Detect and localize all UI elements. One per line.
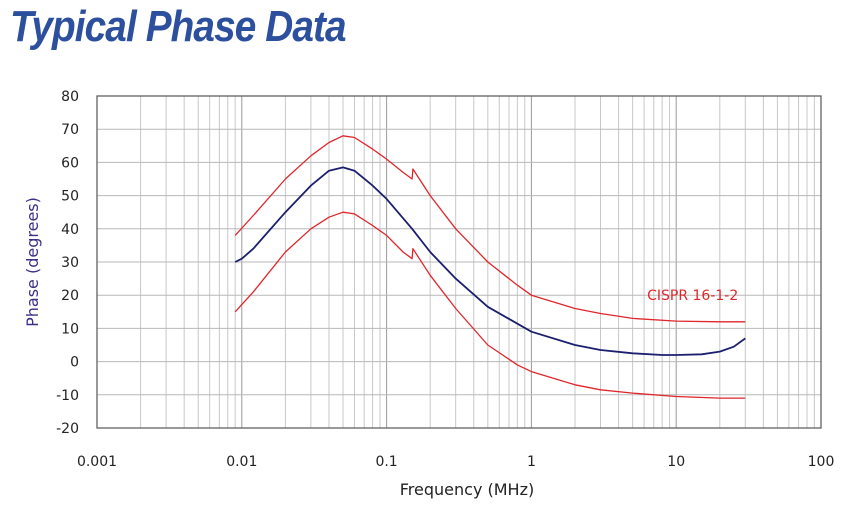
series-group xyxy=(234,135,746,399)
y-tick-label: -10 xyxy=(56,388,79,404)
y-tick-label: 20 xyxy=(61,288,79,304)
y-tick-label: 40 xyxy=(61,222,79,238)
x-tick-label: 0.1 xyxy=(375,454,397,470)
y-tick-label: 50 xyxy=(61,189,79,205)
y-tick-label: 70 xyxy=(61,122,79,138)
annotation-label: CISPR 16-1-2 xyxy=(647,288,738,304)
y-tick-label: 30 xyxy=(61,255,79,271)
x-tick-labels: 0.001 0.01 0.1 1 10 100 xyxy=(77,454,834,470)
x-tick-label: 0.01 xyxy=(226,454,257,470)
y-tick-labels: -20 -10 0 10 20 30 40 50 60 70 80 xyxy=(56,89,79,437)
x-tick-label: 1 xyxy=(527,454,536,470)
x-tick-label: 10 xyxy=(667,454,685,470)
y-tick-label: 0 xyxy=(70,355,79,371)
y-tick-label: 60 xyxy=(61,155,79,171)
y-tick-label: 10 xyxy=(61,321,79,337)
x-tick-label: 0.001 xyxy=(77,454,117,470)
page-title: Typical Phase Data xyxy=(10,2,347,51)
grid-lines xyxy=(96,95,821,429)
x-axis-label: Frequency (MHz) xyxy=(400,480,534,499)
annotations: CISPR 16-1-2 xyxy=(647,288,738,304)
plot-frame xyxy=(96,95,822,429)
series-line-lower-limit xyxy=(234,211,746,399)
y-tick-label: -20 xyxy=(56,421,79,437)
y-tick-label: 80 xyxy=(61,89,79,105)
series-line-typical xyxy=(234,166,746,356)
x-tick-label: 100 xyxy=(808,454,835,470)
series-line-upper-limit xyxy=(234,135,746,323)
y-axis-label: Phase (degrees) xyxy=(23,197,42,327)
